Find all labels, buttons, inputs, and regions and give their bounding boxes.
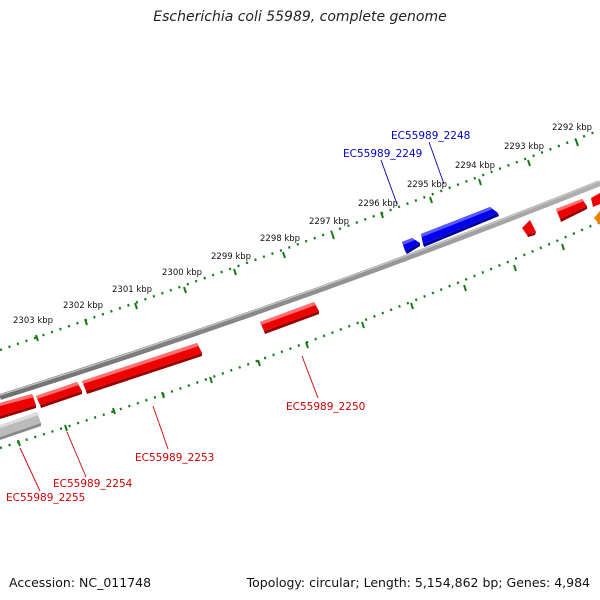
inner-dotted-track xyxy=(0,220,600,450)
kbp-label-2300: 2300 kbp xyxy=(162,268,202,278)
gene-label-ec55989-2250[interactable]: EC55989_2250 xyxy=(286,401,365,413)
kbp-label-2294: 2294 kbp xyxy=(455,161,495,171)
gene-right-a[interactable] xyxy=(556,199,587,222)
kbp-label-2292: 2292 kbp xyxy=(552,123,592,133)
backbone-highlight xyxy=(0,180,600,396)
outer-major-ticks xyxy=(35,139,579,342)
gene-right-small[interactable] xyxy=(522,220,536,237)
kbp-label-2295: 2295 kbp xyxy=(407,180,447,190)
gene-label-ec55989-2254[interactable]: EC55989_2254 xyxy=(53,478,133,490)
gene-ec55989-2254[interactable] xyxy=(36,382,82,408)
genome-summary-text: Topology: circular; Length: 5,154,862 bp… xyxy=(246,575,590,590)
kbp-label-2297: 2297 kbp xyxy=(309,217,349,227)
kbp-label-2299: 2299 kbp xyxy=(211,252,251,262)
kbp-label-2298: 2298 kbp xyxy=(260,234,300,244)
kbp-label-2302: 2302 kbp xyxy=(63,301,103,311)
kbp-label-2301: 2301 kbp xyxy=(112,285,152,295)
gene-ec55989-2255[interactable] xyxy=(0,394,36,419)
label-leader-lines xyxy=(19,141,445,492)
gene-label-ec55989-2253[interactable]: EC55989_2253 xyxy=(135,452,214,464)
gene-ec55989-2249[interactable] xyxy=(402,238,420,254)
gene-right-orange[interactable] xyxy=(594,211,600,225)
gene-ec55989-2250[interactable] xyxy=(260,302,319,334)
gene-right-b[interactable] xyxy=(591,193,600,207)
kbp-label-2303: 2303 kbp xyxy=(13,316,53,326)
kbp-label-2296: 2296 kbp xyxy=(358,199,398,209)
inner-major-ticks xyxy=(17,243,565,447)
pseudo-gene-left[interactable] xyxy=(0,412,41,440)
gene-ec55989-2248[interactable] xyxy=(421,207,499,247)
gene-ec55989-2253[interactable] xyxy=(82,343,202,394)
kbp-label-2293: 2293 kbp xyxy=(504,142,544,152)
map-title: Escherichia coli 55989, complete genome xyxy=(153,9,447,25)
gene-label-ec55989-2248[interactable]: EC55989_2248 xyxy=(391,130,470,142)
accession-text: Accession: NC_011748 xyxy=(9,575,152,590)
gene-label-ec55989-2255[interactable]: EC55989_2255 xyxy=(6,492,85,504)
gene-label-ec55989-2249[interactable]: EC55989_2249 xyxy=(343,148,422,160)
genome-backbone xyxy=(0,180,600,400)
